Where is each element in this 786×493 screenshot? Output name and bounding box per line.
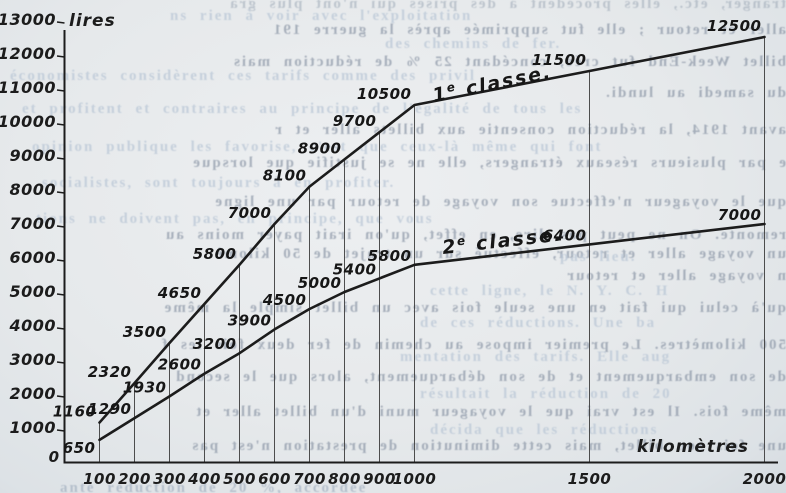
data-label: 12500 — [707, 17, 762, 35]
data-label: 1160 — [53, 403, 97, 421]
x-tick-label: 1000 — [393, 470, 437, 488]
y-tick — [56, 123, 65, 126]
x-tick-label: 500 — [223, 470, 256, 488]
series-label-first-class: 1e classe. — [430, 60, 554, 107]
y-tick — [56, 89, 65, 92]
y-tick-label: 3000 — [9, 350, 56, 369]
data-label: 9700 — [333, 112, 377, 130]
data-label: 5000 — [298, 274, 342, 292]
y-tick — [56, 191, 65, 194]
data-label: 11500 — [532, 51, 587, 69]
x-tick-label: 2000 — [743, 470, 786, 488]
x-tick-label: 800 — [328, 470, 361, 488]
y-tick-label: 11000 — [0, 78, 56, 97]
x-tick-label: 700 — [293, 470, 326, 488]
data-label: 1290 — [88, 400, 132, 418]
data-label: 6400 — [543, 226, 587, 244]
data-label: 2320 — [88, 363, 132, 381]
data-label: 3500 — [123, 323, 167, 341]
y-tick-label: 12000 — [0, 44, 56, 63]
y-tick — [56, 225, 65, 228]
x-tick-label: 600 — [258, 470, 291, 488]
y-tick — [56, 293, 65, 296]
data-label: 650 — [63, 439, 96, 457]
y-tick-label: 8000 — [9, 180, 56, 199]
y-tick-label: 13000 — [0, 10, 56, 29]
fare-curve-second-class — [98, 222, 766, 442]
y-tick-label: 0 — [49, 448, 59, 466]
y-tick-label: 4000 — [8, 316, 56, 335]
data-label: 1930 — [123, 378, 167, 396]
x-tick-label: 300 — [153, 470, 186, 488]
data-label: 7000 — [718, 206, 762, 224]
data-label: 4500 — [262, 291, 307, 309]
y-tick-label: 5000 — [9, 282, 56, 301]
y-tick-label: 2000 — [9, 384, 56, 403]
y-tick — [56, 157, 65, 160]
data-label: 5800 — [368, 247, 412, 265]
fare-curve-first-class — [98, 35, 766, 424]
x-tick-label: 900 — [363, 470, 396, 488]
x-axis-title: kilomètres — [637, 437, 749, 457]
x-tick-label: 200 — [118, 470, 151, 488]
data-label: 4650 — [157, 284, 202, 302]
y-tick — [56, 327, 65, 330]
y-tick-label: 6000 — [9, 248, 56, 267]
y-tick-label: 9000 — [9, 146, 56, 165]
y-tick — [56, 395, 65, 398]
y-tick — [56, 21, 65, 24]
data-label: 10500 — [357, 85, 412, 103]
y-axis-title: lires — [69, 11, 116, 31]
data-label: 3900 — [228, 311, 272, 329]
data-label: 5400 — [333, 260, 377, 278]
data-label: 3200 — [193, 335, 237, 353]
x-tick-label: 100 — [83, 470, 116, 488]
y-tick — [56, 55, 65, 58]
data-label: 7000 — [228, 204, 272, 222]
x-tick-label: 400 — [187, 470, 221, 488]
y-tick-label: 10000 — [0, 112, 56, 131]
data-label: 8900 — [298, 139, 342, 157]
data-label: 2600 — [158, 356, 202, 374]
y-tick — [56, 429, 65, 432]
x-tick-label: 1500 — [568, 470, 612, 488]
y-tick-label: 7000 — [9, 214, 56, 233]
data-label: 8100 — [263, 167, 307, 185]
y-tick-label: 1000 — [9, 418, 56, 437]
y-tick — [56, 361, 65, 364]
svg-text:1e classe.: 1e classe. — [430, 60, 553, 107]
y-tick — [56, 259, 65, 262]
data-label: 5800 — [193, 245, 237, 263]
